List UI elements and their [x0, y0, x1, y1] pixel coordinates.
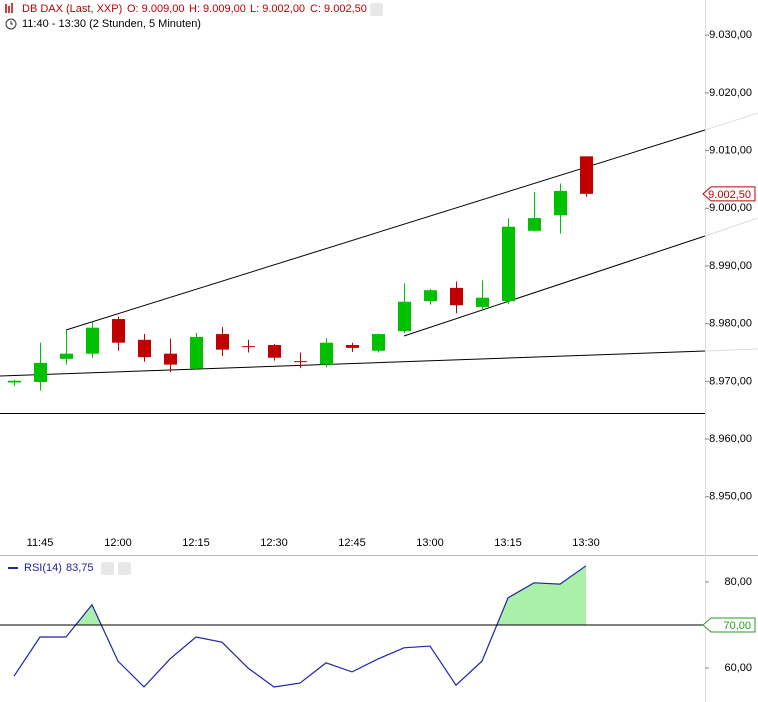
ohlc-open: O: 9.009,00 — [127, 3, 185, 15]
candle-body — [190, 336, 203, 369]
candle-body — [112, 319, 125, 343]
candle-body — [294, 361, 307, 363]
trend-line-extension — [704, 348, 758, 352]
value-tag — [702, 617, 756, 633]
y-tick-label: 8.950,00 — [709, 491, 752, 503]
candle-body — [60, 353, 73, 359]
x-tick-label: 13:15 — [494, 537, 522, 549]
channel-upper — [65, 129, 706, 331]
y-tick-label: 8.980,00 — [709, 318, 752, 330]
instrument-icon — [5, 3, 13, 13]
x-tick-label: 11:45 — [27, 537, 54, 549]
rsi-settings-button[interactable] — [101, 562, 114, 575]
candle-body — [8, 380, 21, 383]
y-tick-label: 9.010,00 — [709, 144, 752, 156]
candle-body — [320, 342, 333, 365]
candle-body — [398, 301, 411, 332]
candle-body — [554, 190, 567, 216]
rsi-close-button[interactable] — [118, 562, 131, 575]
candle-body — [86, 327, 99, 354]
channel-upper-extension — [704, 112, 758, 131]
y-tick-label: 60,00 — [724, 662, 752, 674]
candle-body — [138, 339, 151, 358]
clock-hands — [10, 21, 13, 25]
candle-body — [528, 218, 541, 231]
rsi-last-value: 83,75 — [66, 562, 94, 574]
y-tick-label: 9.020,00 — [709, 87, 752, 99]
candle-body — [372, 334, 385, 351]
candle-body — [268, 345, 281, 358]
y-tick-label: 8.970,00 — [709, 375, 752, 387]
rsi-overbought-fill — [14, 565, 586, 625]
value-tag-label: 9.002,50 — [708, 189, 751, 201]
y-tick-label: 80,00 — [724, 576, 752, 588]
header: DB DAX (Last, XXP) O: 9.009,00 H: 9.009,… — [5, 3, 383, 575]
clock-icon — [5, 18, 17, 30]
candle-body — [216, 334, 229, 350]
channel-lower — [403, 235, 706, 337]
x-tick-label: 12:00 — [104, 537, 132, 549]
trend-line — [0, 350, 706, 377]
value-tag-label: 70,00 — [723, 620, 751, 632]
value-tag — [702, 186, 756, 202]
time-range: 11:40 - 13:30 (2 Stunden, 5 Minuten) — [22, 18, 201, 30]
x-tick-label: 12:45 — [338, 537, 366, 549]
candle-body — [502, 226, 515, 302]
ohlc-high: H: 9.009,00 — [189, 3, 246, 15]
candle-body — [580, 156, 593, 194]
rsi-line — [13, 565, 587, 688]
ohlc-low: L: 9.002,00 — [250, 3, 305, 15]
candle-body — [34, 362, 47, 382]
x-tick-label: 12:30 — [260, 537, 288, 549]
candle-body — [164, 353, 177, 365]
y-tick-label: 9.030,00 — [709, 29, 752, 41]
y-tick-label: 9.000,00 — [709, 202, 752, 214]
y-tick-label: 8.960,00 — [709, 433, 752, 445]
candle-body — [476, 297, 489, 307]
y-tick-label: 8.990,00 — [709, 260, 752, 272]
x-tick-label: 13:30 — [572, 537, 600, 549]
settings-button[interactable] — [370, 3, 383, 16]
candle-body — [346, 345, 359, 348]
x-tick-label: 13:00 — [416, 537, 444, 549]
channel-lower-extension — [704, 217, 758, 237]
rsi-legend: RSI(14) — [24, 562, 62, 574]
instrument: DB DAX (Last, XXP) — [22, 3, 122, 15]
ohlc-close: C: 9.002,50 — [310, 3, 367, 15]
candle-body — [242, 346, 255, 348]
x-tick-label: 12:15 — [182, 537, 210, 549]
candle-body — [424, 290, 437, 302]
candle-body — [450, 287, 463, 306]
